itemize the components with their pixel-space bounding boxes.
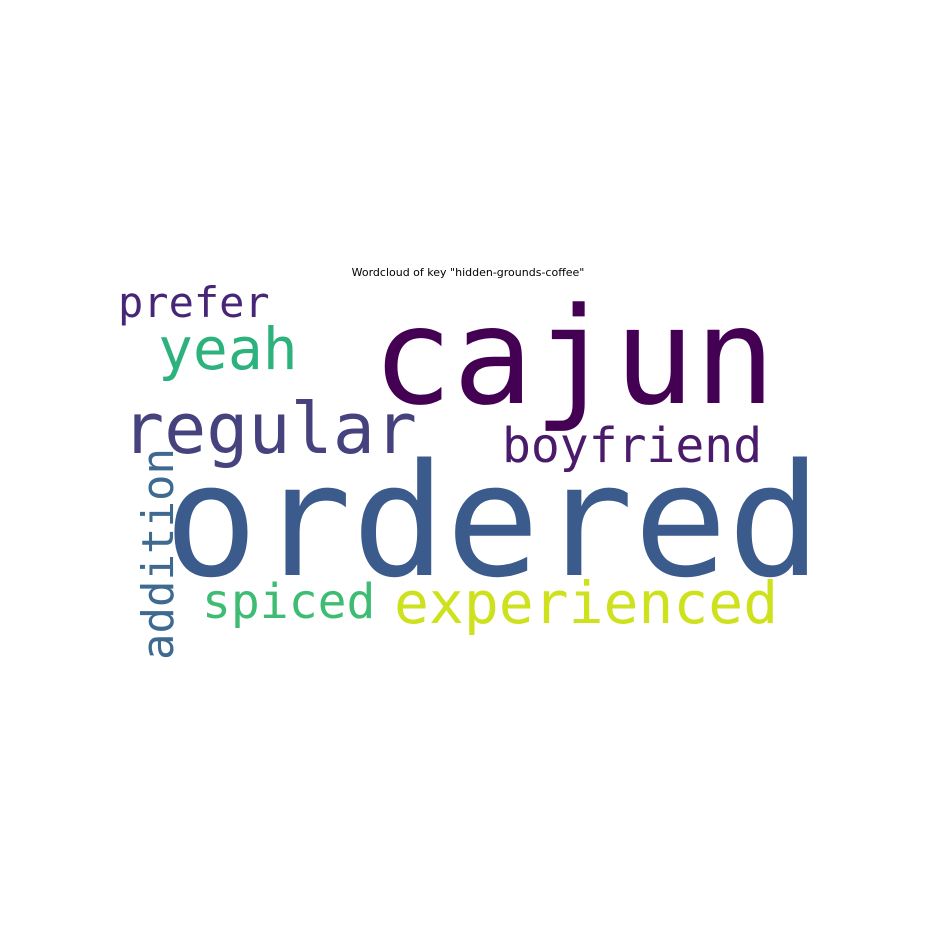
word-boyfriend: boyfriend	[502, 418, 763, 474]
word-experienced: experienced	[394, 569, 779, 637]
word-yeah: yeah	[158, 315, 298, 383]
figure-title: Wordcloud of key "hidden-grounds-coffee"	[351, 266, 585, 279]
word-spiced: spiced	[202, 574, 376, 630]
word-cajun: cajun	[372, 279, 776, 435]
word-regular: regular	[122, 388, 418, 470]
word-addition: addition	[133, 448, 184, 660]
word-ordered: ordered	[164, 430, 822, 612]
word-prefer: prefer	[118, 278, 270, 327]
